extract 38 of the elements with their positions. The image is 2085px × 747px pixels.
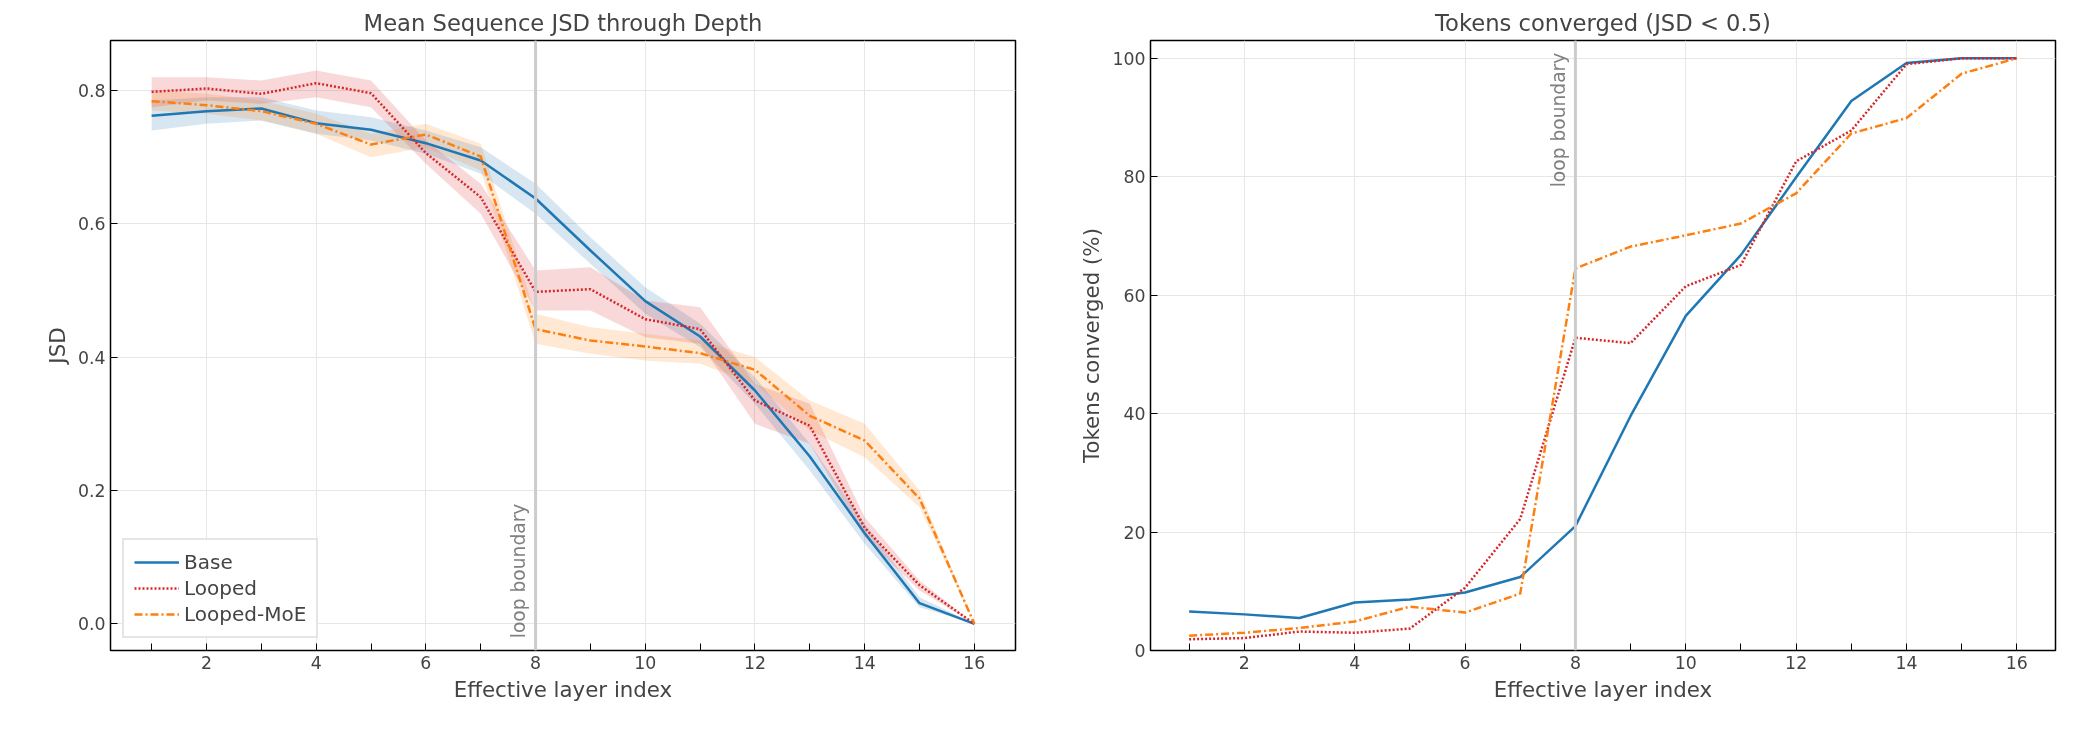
y-tick-label: 0 (1134, 641, 1146, 661)
x-tick-label: 12 (1785, 652, 1808, 673)
y-tick-label: 0.0 (77, 614, 106, 635)
x-tick-label: 16 (2005, 652, 2028, 673)
y-tick-label: 0.8 (77, 81, 106, 101)
x-tick-label: 10 (634, 652, 657, 673)
chart-title: Mean Sequence JSD through Depth (363, 9, 763, 36)
chart-title: Tokens converged (JSD < 0.5) (1434, 9, 1771, 36)
legend-label: Looped (184, 576, 257, 600)
x-tick-label: 14 (853, 652, 876, 673)
y-tick-label: 0.4 (77, 347, 106, 368)
y-tick-label: 40 (1123, 404, 1146, 425)
y-tick-label: 0.2 (77, 481, 106, 501)
y-tick-label: 0.6 (77, 214, 106, 235)
x-axis-title: Effective layer index (453, 676, 673, 702)
y-axis-title: JSD (44, 327, 70, 366)
x-tick-label: 4 (1349, 652, 1361, 673)
x-tick-label: 2 (200, 652, 212, 673)
x-tick-label: 4 (310, 652, 322, 673)
x-tick-label: 10 (1674, 652, 1697, 673)
y-tick-label: 20 (1123, 522, 1146, 543)
legend-label: Base (184, 550, 233, 574)
x-tick-label: 8 (1569, 652, 1581, 673)
x-tick-label: 8 (530, 652, 542, 673)
x-axis-title: Effective layer index (1493, 676, 1713, 702)
y-tick-label: 100 (1112, 48, 1146, 69)
ref-line-label: loop boundary (507, 503, 529, 639)
x-tick-label: 12 (743, 652, 767, 673)
x-tick-label: 6 (420, 652, 432, 673)
legend-label: Looped-MoE (184, 602, 307, 626)
x-tick-label: 16 (963, 652, 986, 673)
x-tick-label: 6 (1459, 652, 1471, 673)
y-tick-label: 80 (1123, 167, 1146, 188)
x-tick-label: 14 (1895, 652, 1918, 673)
x-tick-label: 2 (1238, 652, 1250, 673)
y-axis-title: Tokens converged (%) (1079, 228, 1105, 464)
ref-line-label: loop boundary (1547, 52, 1569, 188)
y-tick-label: 60 (1123, 285, 1146, 306)
